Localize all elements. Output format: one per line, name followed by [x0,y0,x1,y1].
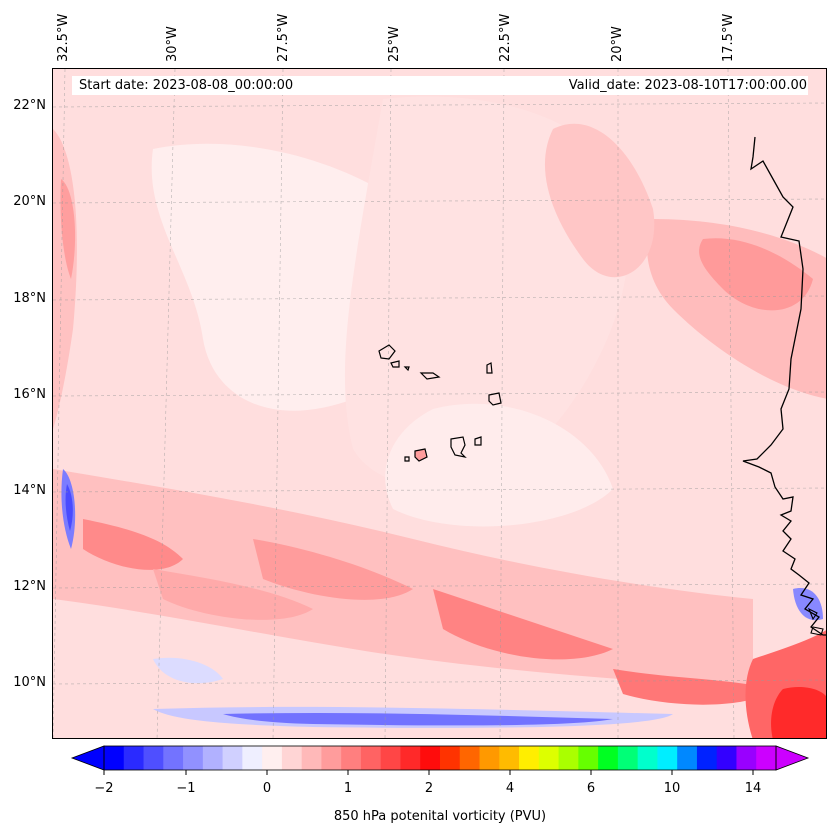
colorbar-cell [440,746,461,770]
colorbar-cell [756,746,777,770]
colorbar-cell [598,746,619,770]
colorbar-cell [143,746,164,770]
colorbar-tick-label: 1 [343,781,353,796]
colorbar-cell [123,746,145,770]
pv-field [53,69,826,738]
colorbar-cell [736,746,757,770]
lon-tick-label: 32.5°W [56,13,71,62]
colorbar-cell [420,746,441,770]
colorbar-tick-label: 10 [663,781,681,796]
colorbar-cell [558,746,579,770]
colorbar [70,745,810,775]
colorbar-label: 850 hPa potenital vorticity (PVU) [333,809,547,824]
colorbar-cell [321,746,342,770]
start-date-label: Start date: 2023-08-08_00:00:00 [79,78,294,93]
colorbar-cell [657,746,678,770]
colorbar-tick-label: 6 [586,781,596,796]
colorbar-cell [183,746,204,770]
lat-tick-label: 10°N [13,675,46,690]
colorbar-tick-label: 14 [744,781,762,796]
colorbar-max-arrow [775,745,810,771]
colorbar-cell [202,746,224,770]
lon-tick-label: 20°W [610,26,625,62]
colorbar-cell [380,746,401,770]
colorbar-cell [341,746,362,770]
lat-tick-label: 22°N [13,98,46,113]
colorbar-tick-label: 2 [424,781,434,796]
valid-date-label: Valid_date: 2023-08-10T17:00:00.00 [568,78,807,93]
colorbar-cell [281,746,303,770]
colorbar-cell [104,746,125,770]
colorbar-cell [499,746,520,770]
colorbar-cell [696,746,718,770]
colorbar-cell [716,746,737,770]
lat-tick-label: 20°N [13,194,46,209]
colorbar-cell [262,746,283,770]
lat-tick-label: 14°N [13,483,46,498]
date-info-bar [72,76,808,95]
colorbar-min-arrow [70,745,105,771]
colorbar-cell [459,746,481,770]
colorbar-tick-label: 0 [262,781,272,796]
lon-tick-label: 25°W [387,26,402,62]
colorbar-cell [163,746,184,770]
lat-tick-label: 16°N [13,387,46,402]
colorbar-cell [538,746,560,770]
colorbar-tick-label: −1 [176,781,196,796]
colorbar-cell [400,746,421,770]
colorbar-cell [637,746,658,770]
colorbar-cell [301,746,322,770]
colorbar-cell [242,746,263,770]
colorbar-cell [222,746,243,770]
colorbar-cell [578,746,599,770]
lon-tick-label: 27.5°W [276,13,291,62]
map-area [52,68,827,739]
colorbar-cell [479,746,500,770]
lon-tick-label: 17.5°W [721,13,736,62]
lon-tick-label: 22.5°W [498,13,513,62]
colorbar-cell [519,746,540,770]
lat-tick-label: 18°N [13,291,46,306]
colorbar-cell [617,746,639,770]
colorbar-cell [677,746,698,770]
colorbar-tick-label: 4 [505,781,515,796]
lon-tick-label: 30°W [165,26,180,62]
colorbar-cell [360,746,382,770]
colorbar-tick-label: −2 [94,781,114,796]
lat-tick-label: 12°N [13,579,46,594]
